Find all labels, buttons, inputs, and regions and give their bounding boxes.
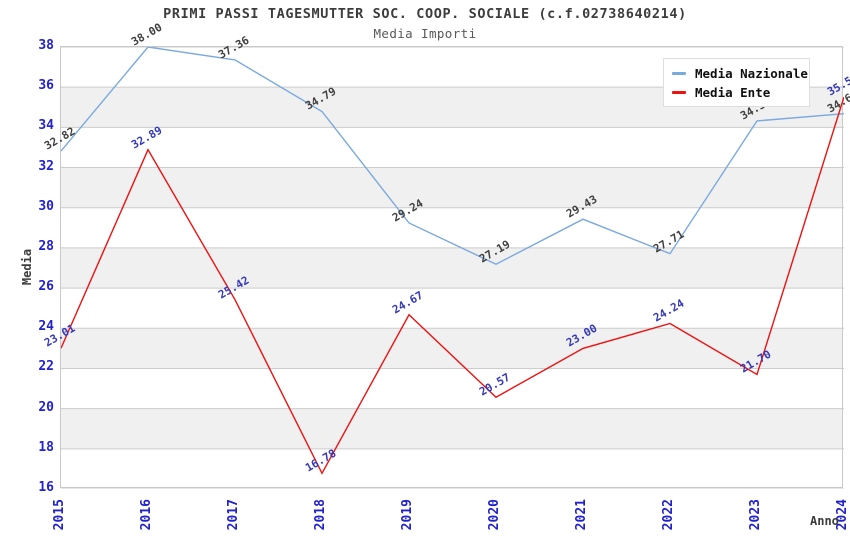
y-tick-label: 36 xyxy=(38,78,54,94)
x-tick-label: 2016 xyxy=(139,499,154,531)
y-tick-label: 26 xyxy=(38,279,54,295)
y-tick-label: 18 xyxy=(38,439,54,455)
x-tick-label: 2021 xyxy=(574,499,589,531)
legend: Media Nazionale Media Ente xyxy=(663,58,810,107)
legend-item-media-ente: Media Ente xyxy=(672,83,809,102)
chart-subtitle: Media Importi xyxy=(373,26,477,41)
y-tick-label: 34 xyxy=(38,118,54,134)
x-tick-label: 2020 xyxy=(487,499,502,531)
series-line-0 xyxy=(61,47,844,265)
plot-band xyxy=(61,408,842,449)
y-tick-label: 28 xyxy=(38,238,54,254)
plot-area xyxy=(60,46,844,489)
x-tick-label: 2017 xyxy=(226,499,241,531)
legend-label: Media Nazionale xyxy=(695,66,808,81)
chart-canvas xyxy=(61,47,844,489)
y-tick-label: 20 xyxy=(38,399,54,415)
x-tick-label: 2019 xyxy=(400,499,415,531)
y-tick-label: 22 xyxy=(38,359,54,375)
y-tick-label: 30 xyxy=(38,198,54,214)
series-line-1 xyxy=(61,96,844,475)
legend-item-media-nazionale: Media Nazionale xyxy=(672,64,809,83)
plot-band xyxy=(61,247,842,289)
x-tick-label: 2015 xyxy=(52,499,67,531)
plot-band xyxy=(61,167,842,208)
line-swatch-icon xyxy=(672,91,686,94)
y-tick-label: 16 xyxy=(38,480,54,495)
x-axis-title: Anno xyxy=(810,514,839,528)
y-tick-label: 24 xyxy=(38,319,54,335)
x-tick-label: 2023 xyxy=(748,499,763,531)
y-tick-label: 32 xyxy=(38,158,54,174)
chart-title: PRIMI PASSI TAGESMUTTER SOC. COOP. SOCIA… xyxy=(163,6,687,22)
y-axis-title: Media xyxy=(20,248,34,286)
line-swatch-icon xyxy=(672,72,686,75)
x-tick-label: 2018 xyxy=(313,499,328,531)
y-tick-label: 38 xyxy=(38,38,54,53)
x-tick-label: 2022 xyxy=(661,499,676,531)
legend-label: Media Ente xyxy=(695,85,771,100)
